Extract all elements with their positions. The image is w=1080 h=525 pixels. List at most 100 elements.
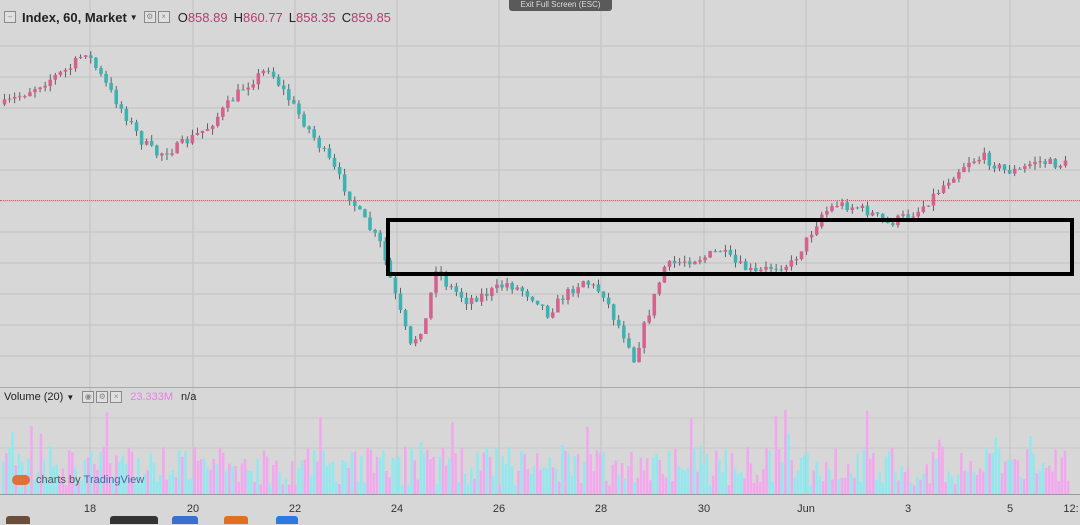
volume-bar: [58, 477, 62, 494]
candle-body: [830, 206, 834, 211]
candle-body: [28, 92, 32, 97]
volume-bar: [975, 474, 979, 494]
volume-bar: [422, 453, 426, 494]
volume-na: n/a: [181, 391, 197, 403]
candle-body: [322, 147, 327, 149]
volume-bar: [149, 453, 153, 494]
branding-name[interactable]: TradingView: [83, 474, 145, 486]
volume-bar: [2, 461, 5, 494]
volume-bar: [881, 482, 885, 494]
volume-bar: [655, 453, 658, 494]
collapse-icon[interactable]: –: [4, 11, 16, 23]
candle-body: [210, 125, 215, 129]
pane-divider[interactable]: [0, 387, 1080, 388]
candle-body: [738, 261, 743, 263]
volume-bar: [536, 453, 539, 494]
volume-bar: [80, 481, 84, 494]
taskbar-app-3[interactable]: [172, 516, 198, 524]
volume-bar: [875, 479, 878, 494]
volume-bar: [686, 468, 690, 494]
volume-bar: [762, 469, 765, 494]
volume-bar: [787, 434, 790, 494]
time-axis[interactable]: 18 20 22 24 26 28 30 Jun 3 5 12:: [0, 494, 1080, 525]
volume-bar: [115, 455, 118, 494]
volume-bar: [470, 467, 473, 494]
volume-bar: [743, 478, 746, 494]
volume-bar: [583, 461, 586, 494]
volume-bar: [375, 456, 379, 494]
volume-pane[interactable]: [0, 388, 1080, 494]
volume-bar: [341, 459, 344, 494]
candle-body: [591, 284, 596, 286]
symbol-label[interactable]: Index, 60, Market: [22, 9, 127, 25]
taskbar-app-1[interactable]: [6, 516, 30, 524]
dropdown-arrow-icon[interactable]: ▼: [66, 392, 75, 402]
candle-body: [784, 266, 789, 271]
candle-body: [119, 104, 124, 109]
candle-body: [378, 232, 382, 242]
volume-bar: [696, 471, 699, 494]
candle-body: [596, 284, 601, 292]
volume-bar: [102, 447, 106, 494]
tradingview-branding[interactable]: charts by TradingView: [12, 474, 144, 486]
volume-bar: [507, 446, 511, 494]
exit-fullscreen-button[interactable]: Exit Full Screen (ESC): [509, 0, 612, 11]
volume-bar: [526, 469, 530, 494]
candle-body: [769, 266, 773, 269]
eye-icon[interactable]: ◉: [82, 391, 95, 403]
taskbar-app-5[interactable]: [276, 516, 298, 524]
candle-body: [139, 131, 144, 145]
candle-body: [434, 271, 438, 293]
candle-body: [505, 283, 509, 288]
volume-label[interactable]: Volume (20): [4, 391, 64, 403]
candle-body: [94, 57, 98, 68]
candle-body: [276, 76, 281, 86]
volume-bar: [275, 460, 278, 494]
volume-bar: [426, 449, 429, 494]
volume-bar: [460, 448, 464, 494]
candle-body: [860, 205, 865, 208]
candle-body: [789, 260, 794, 267]
dropdown-arrow-icon[interactable]: ▼: [129, 12, 138, 22]
volume-bar: [441, 447, 445, 494]
volume-bar: [630, 452, 633, 494]
candle-body: [855, 207, 860, 209]
volume-bar: [290, 461, 294, 494]
volume-bar: [130, 451, 134, 494]
candle-body: [459, 291, 464, 298]
close-icon[interactable]: ×: [157, 11, 170, 23]
highlight-rectangle[interactable]: [386, 218, 1074, 276]
close-icon[interactable]: ×: [110, 391, 123, 403]
taskbar-app-2[interactable]: [110, 516, 158, 524]
volume-bar: [645, 458, 649, 494]
candle-body: [561, 298, 565, 301]
candle-body: [1028, 164, 1032, 167]
volume-bar: [595, 450, 599, 494]
price-chart[interactable]: [0, 0, 1080, 387]
volume-bar: [611, 464, 614, 494]
volume-bar: [281, 484, 285, 494]
volume-bar: [1066, 480, 1070, 494]
candle-body: [383, 241, 388, 261]
volume-bar: [956, 474, 960, 494]
branding-prefix: charts by: [36, 474, 81, 486]
volume-bar: [941, 446, 944, 494]
volume-bar: [143, 473, 146, 494]
taskbar-app-4[interactable]: [224, 516, 248, 524]
candle-body: [266, 70, 271, 72]
volume-bar: [834, 448, 837, 494]
candle-body: [921, 206, 926, 212]
candle-body: [510, 283, 514, 290]
settings-icon[interactable]: ⚙: [143, 11, 156, 23]
candle-body: [962, 167, 966, 173]
settings-icon[interactable]: ⚙: [96, 391, 109, 403]
candle-body: [941, 185, 946, 193]
candle-body: [388, 260, 393, 278]
volume-bar: [438, 457, 442, 494]
candle-body: [540, 304, 545, 306]
volume-bar: [963, 470, 966, 494]
volume-bar: [708, 484, 712, 494]
time-tick-label: 22: [288, 503, 302, 515]
volume-bar: [328, 462, 332, 494]
candle-body: [287, 89, 291, 101]
